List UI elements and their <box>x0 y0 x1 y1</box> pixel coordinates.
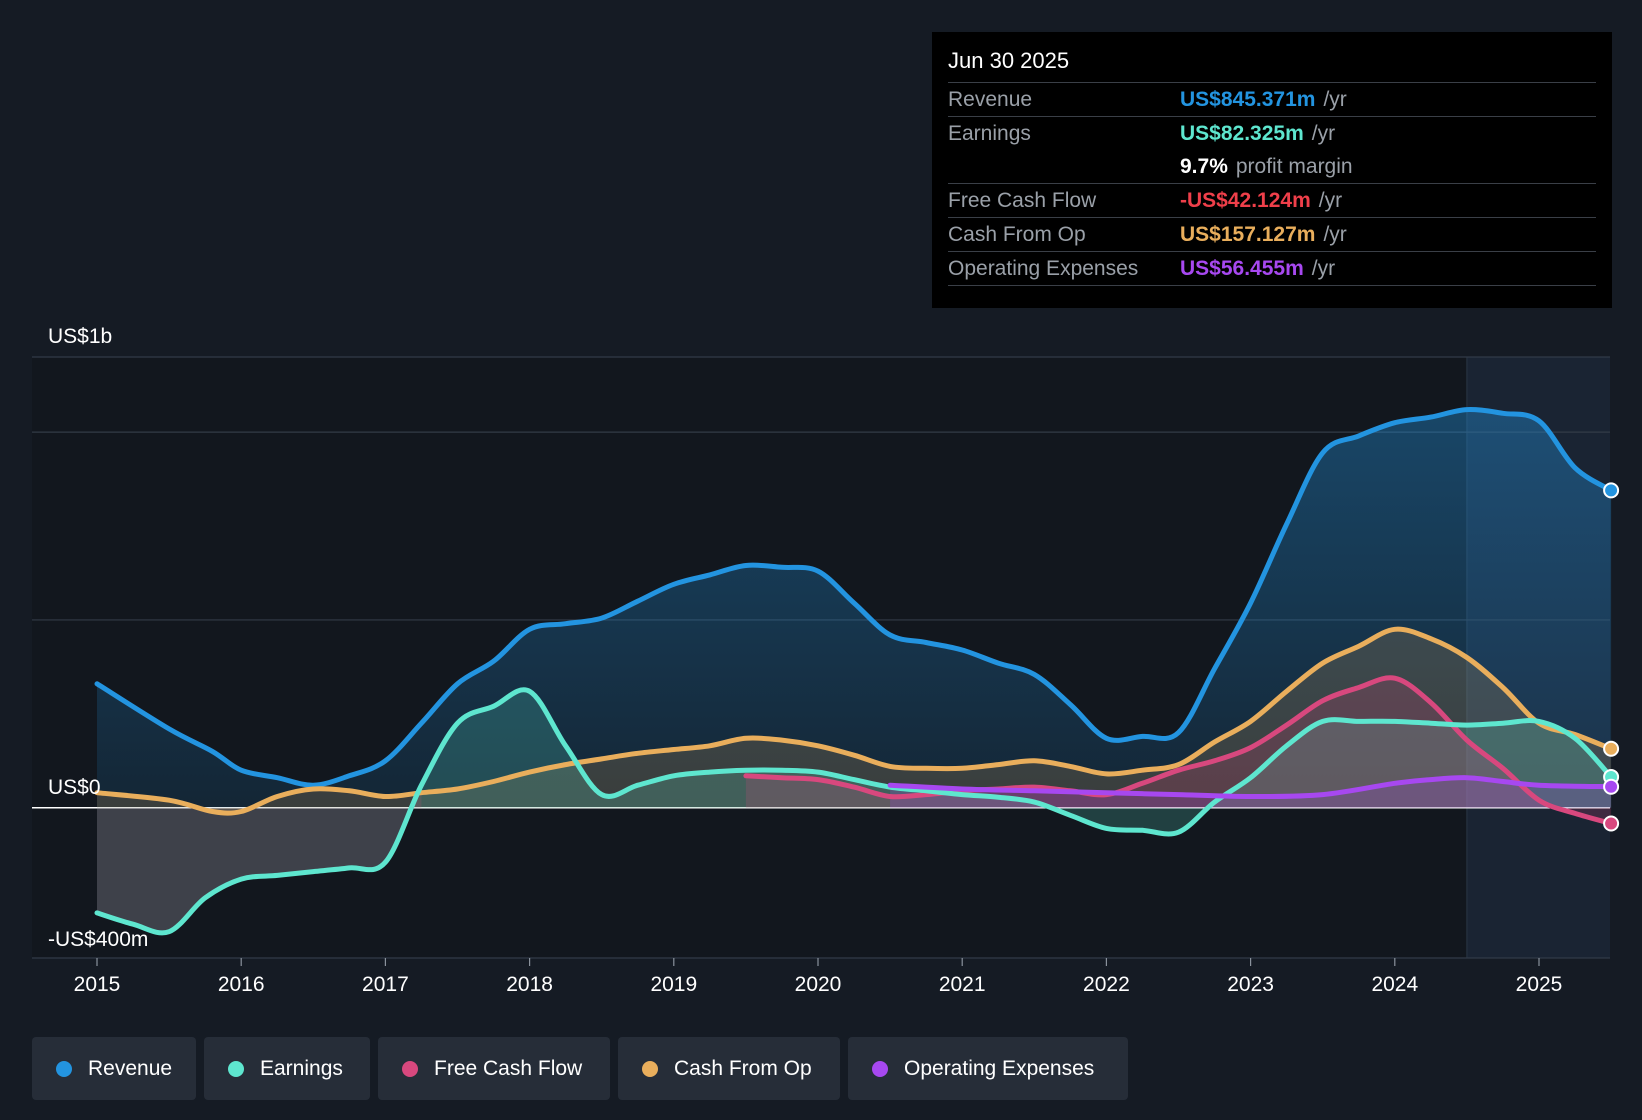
legend-label: Earnings <box>260 1056 343 1080</box>
tooltip-unit: profit margin <box>1235 155 1353 178</box>
x-tick-label: 2025 <box>1516 973 1563 996</box>
tooltip-label: Operating Expenses <box>948 257 1139 280</box>
x-tick-label: 2021 <box>939 973 986 996</box>
end-point-operating-expenses <box>1603 778 1620 795</box>
end-point-revenue <box>1603 482 1620 499</box>
cash-from-op-dot-icon <box>642 1060 658 1077</box>
tooltip-value: US$82.325m <box>1180 122 1304 145</box>
operating-expenses-dot-icon <box>872 1060 888 1077</box>
tooltip-label: Revenue <box>948 88 1033 111</box>
x-tick-label: 2024 <box>1371 973 1418 996</box>
tooltip-row-profit-margin: 9.7% profit margin <box>948 150 1596 184</box>
tooltip-row-revenue: Revenue US$845.371m /yr <box>948 83 1596 117</box>
x-tick-label: 2022 <box>1083 973 1130 996</box>
tooltip-unit: /yr <box>1323 223 1347 246</box>
tooltip-label <box>948 150 1180 183</box>
tooltip-value: US$56.455m <box>1180 257 1304 280</box>
series-line-cash-from-op <box>94 626 1614 816</box>
operating-expenses-area <box>890 777 1612 808</box>
tooltip-label: Free Cash Flow <box>948 189 1097 212</box>
tooltip: Jun 30 2025 Revenue US$845.371m /yr Earn… <box>932 32 1612 308</box>
y-axis-label: US$0 <box>48 776 101 799</box>
x-tick-label: 2016 <box>218 973 265 996</box>
tooltip-unit: /yr <box>1311 122 1336 145</box>
tooltip-value: US$845.371m <box>1180 88 1316 111</box>
tooltip-label: Earnings <box>948 122 1031 145</box>
legend-label: Operating Expenses <box>904 1056 1095 1080</box>
series-line-revenue <box>94 407 1614 788</box>
tooltip-date: Jun 30 2025 <box>948 46 1596 83</box>
legend-free-cash-flow[interactable]: Free Cash Flow <box>378 1037 610 1100</box>
x-tick-label: 2017 <box>362 973 409 996</box>
legend-cash-from-op[interactable]: Cash From Op <box>618 1037 840 1100</box>
end-point-free-cash-flow <box>1603 815 1620 832</box>
free-cash-flow-area <box>745 677 1612 824</box>
cash-from-op-area <box>97 629 1612 814</box>
series-line-free-cash-flow <box>743 675 1614 826</box>
x-tick-label: 2018 <box>506 973 553 996</box>
negative-earnings-area <box>97 785 422 933</box>
tooltip-value: US$157.127m <box>1180 223 1316 246</box>
tooltip-unit: /yr <box>1318 189 1343 212</box>
legend-label: Revenue <box>88 1056 173 1080</box>
y-axis-label: US$1b <box>48 325 112 348</box>
legend-label: Cash From Op <box>674 1056 812 1080</box>
tooltip-label: Cash From Op <box>948 223 1086 246</box>
end-point-cash-from-op <box>1603 740 1620 757</box>
tooltip-row-cash-from-op: Cash From Op US$157.127m /yr <box>948 218 1596 252</box>
legend-earnings[interactable]: Earnings <box>204 1037 370 1100</box>
revenue-dot-icon <box>56 1060 72 1077</box>
revenue-area <box>97 409 1612 808</box>
legend-operating-expenses[interactable]: Operating Expenses <box>848 1037 1128 1100</box>
tooltip-unit: /yr <box>1323 88 1347 111</box>
tooltip-row-operating-expenses: Operating Expenses US$56.455m /yr <box>948 252 1596 286</box>
series-line-earnings <box>94 687 1614 936</box>
y-axis-label: -US$400m <box>48 928 148 951</box>
x-tick-label: 2023 <box>1227 973 1274 996</box>
free-cash-flow-dot-icon <box>402 1060 418 1077</box>
tooltip-value: 9.7% <box>1180 155 1228 178</box>
legend-label: Free Cash Flow <box>434 1056 583 1080</box>
x-tick-label: 2020 <box>795 973 842 996</box>
series-line-operating-expenses <box>887 775 1614 800</box>
x-tick-label: 2019 <box>650 973 697 996</box>
tooltip-value: -US$42.124m <box>1180 189 1311 212</box>
legend-revenue[interactable]: Revenue <box>32 1037 196 1100</box>
earnings-dot-icon <box>228 1060 244 1077</box>
earnings-area <box>97 689 1612 933</box>
tooltip-row-free-cash-flow: Free Cash Flow -US$42.124m /yr <box>948 184 1596 218</box>
x-tick-label: 2015 <box>74 973 121 996</box>
tooltip-row-earnings: Earnings US$82.325m /yr <box>948 117 1596 150</box>
tooltip-unit: /yr <box>1311 257 1336 280</box>
